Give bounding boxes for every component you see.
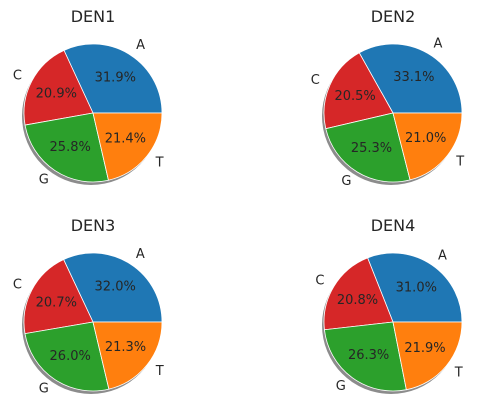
percent-label: 20.9% [36,86,77,101]
category-label: A [438,248,447,263]
category-label: A [136,247,145,262]
category-label: C [13,69,22,84]
pie-slice-c [23,259,94,335]
percent-label: 20.5% [334,89,375,104]
category-label: G [341,174,351,189]
percent-label: 21.3% [105,340,146,355]
pie-slice-a [63,252,163,323]
percent-label: 20.8% [337,293,378,308]
chart-title: DEN4 [371,216,416,235]
percent-label: 33.1% [393,70,434,85]
category-label: T [455,155,464,170]
category-label: G [336,379,346,394]
percent-label: 31.9% [95,71,136,86]
pie-panel-den4: DEN4 A 31.0% C 20.8% G 26.3% T 21.9% [315,216,462,394]
category-label: G [39,172,49,187]
percent-label: 26.0% [50,349,91,364]
pie-slice-g [325,112,411,183]
category-label: A [136,38,145,53]
pie-slice-t [92,321,163,390]
percent-label: 26.3% [348,348,389,363]
percent-label: 21.9% [404,341,445,356]
pie-slice-t [92,112,163,181]
pie-slice-g [323,321,407,392]
percent-label: 25.8% [50,140,91,155]
category-label: T [155,364,164,379]
chart-title: DEN3 [71,216,116,235]
pie-slice-g [24,112,109,183]
percent-label: 21.4% [105,131,146,146]
pie-slice-a [367,252,463,323]
pie-panel-den3: DEN3 A 32.0% C 20.7% G 26.0% T 21.3% [13,216,164,396]
pie-slice-c [23,49,94,126]
category-label: C [315,273,324,288]
category-label: C [311,73,320,88]
category-label: C [13,278,22,293]
percent-label: 25.3% [351,141,392,156]
pie-panel-den1: DEN1 A 31.9% C 20.9% G 25.8% T 21.4% [13,7,164,187]
pie-slice-t [392,321,463,391]
percent-label: 32.0% [95,280,136,295]
pie-slice-c [323,257,394,331]
pie-slice-a [63,43,163,114]
category-label: A [434,36,443,51]
chart-title: DEN1 [71,7,116,26]
percent-label: 21.0% [405,131,446,146]
chart-title: DEN2 [371,7,416,26]
pie-slice-t [392,112,463,181]
pie-slice-a [358,43,463,114]
pie-panel-den2: DEN2 A 33.1% C 20.5% G 25.3% T 21.0% [311,7,464,189]
category-label: G [39,381,49,396]
category-label: T [454,365,463,380]
pie-slice-g [24,321,110,392]
category-label: T [155,155,164,170]
percent-label: 31.0% [396,280,437,295]
percent-label: 20.7% [36,295,77,310]
pie-slice-c [323,52,394,130]
